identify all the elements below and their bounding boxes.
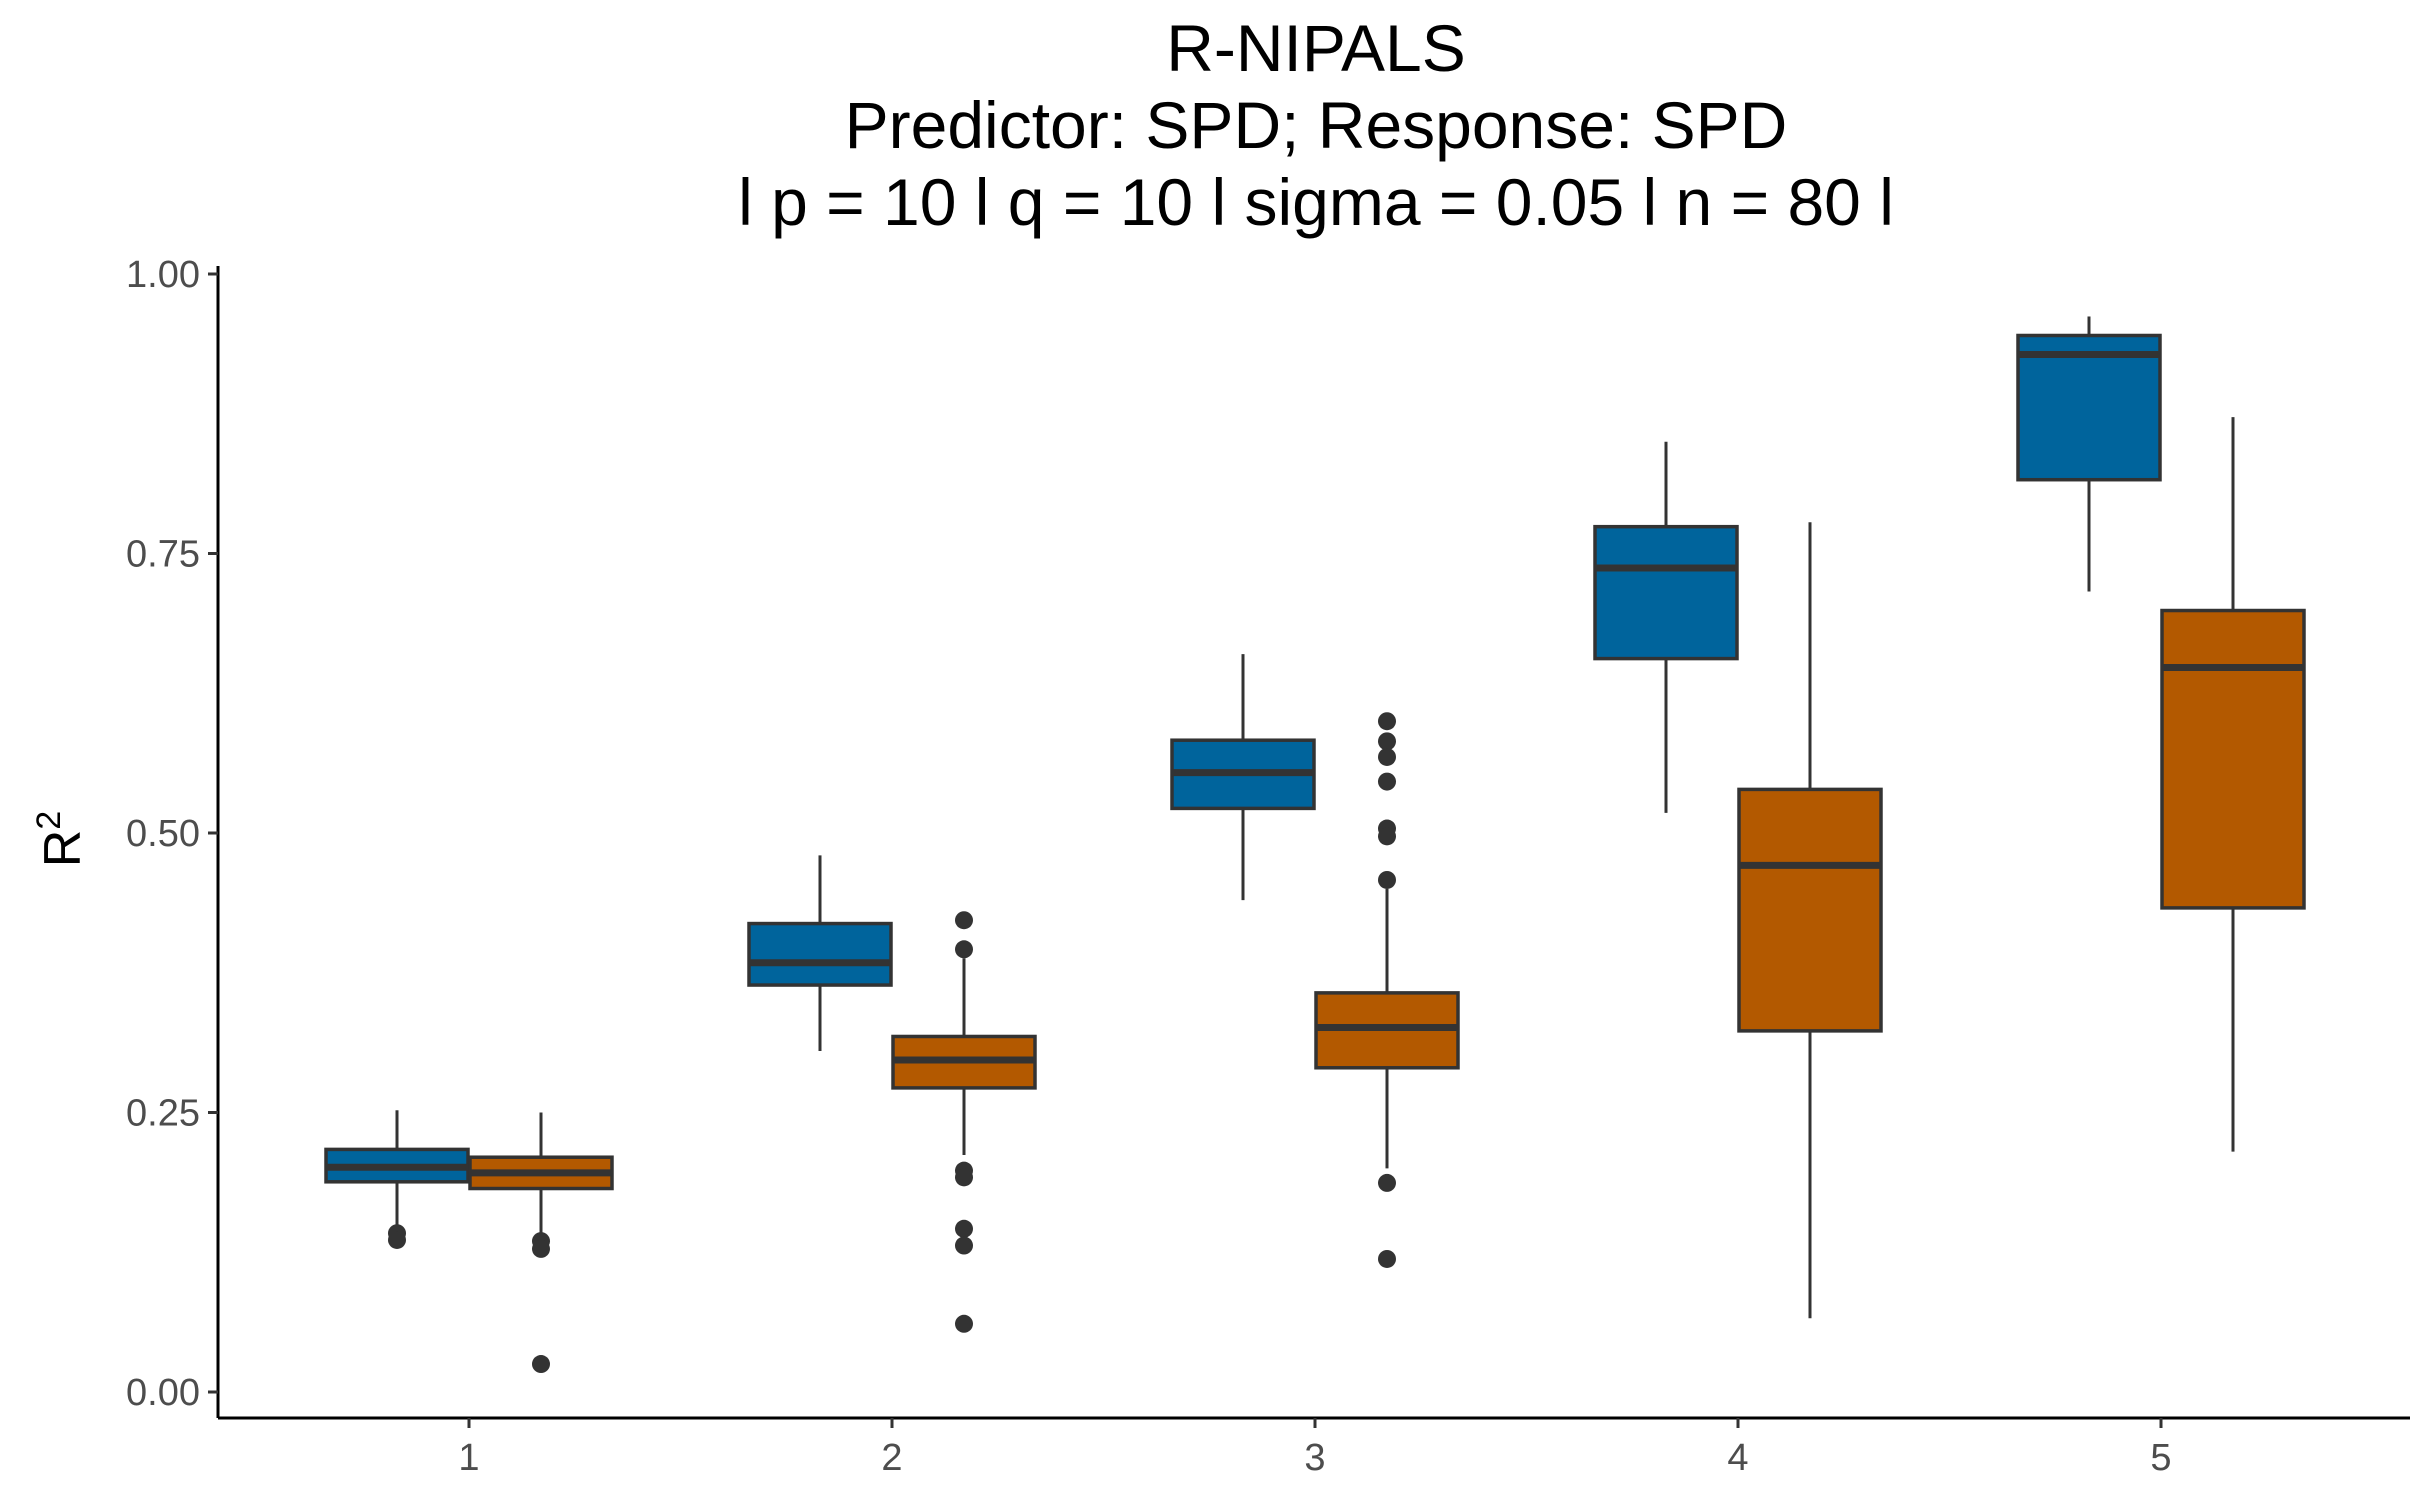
box-iqr	[747, 921, 893, 987]
box-group-series2-cat3	[1314, 712, 1460, 1268]
box-iqr	[1737, 787, 1883, 1033]
box-group-series1-cat3	[1170, 654, 1316, 901]
outlier-point	[955, 911, 973, 930]
outlier-point	[955, 940, 973, 959]
box-group-series2-cat5	[2160, 417, 2306, 1152]
chart-title-line-3: l p = 10 l q = 10 l sigma = 0.05 l n = 8…	[738, 165, 1894, 239]
y-tick-label: 1.00	[126, 254, 200, 296]
y-tick-label: 0.50	[126, 813, 200, 855]
x-tick-label: 2	[881, 1437, 902, 1479]
outlier-point	[1378, 772, 1396, 791]
outlier-point	[1378, 870, 1396, 889]
y-tick-label: 0.75	[126, 534, 200, 576]
outlier-point	[1378, 712, 1396, 731]
outlier-point	[955, 1236, 973, 1255]
outlier-point	[955, 1219, 973, 1238]
outlier-point	[532, 1355, 550, 1374]
box-iqr	[2016, 333, 2162, 482]
box-group-series2-cat4	[1737, 522, 1883, 1319]
box-group-series1-cat4	[1593, 441, 1739, 813]
box-group-series1-cat5	[2016, 316, 2162, 592]
outlier-point	[388, 1230, 406, 1249]
box-iqr	[1593, 524, 1739, 661]
outlier-point	[1378, 732, 1396, 751]
box-group-series1-cat1	[324, 1110, 470, 1249]
axes: 0.00 0.25 0.50 0.75 1.00 1 2 3 4 5	[126, 254, 2410, 1479]
chart-title-line-2: Predictor: SPD; Response: SPD	[845, 88, 1788, 162]
box-iqr	[2160, 608, 2306, 910]
plot-area	[324, 316, 2306, 1374]
outlier-point	[955, 1168, 973, 1187]
y-axis-title-text: R	[34, 830, 92, 868]
y-tick-label: 0.25	[126, 1093, 200, 1135]
x-tick-label: 3	[1304, 1437, 1325, 1479]
y-tick-label: 0.00	[126, 1372, 200, 1414]
x-tick-label: 1	[458, 1437, 479, 1479]
y-axis-title-superscript: 2	[30, 811, 68, 830]
outlier-point	[955, 1314, 973, 1333]
x-tick-label: 4	[1727, 1437, 1748, 1479]
outlier-point	[1378, 1173, 1396, 1192]
y-axis-title: R2	[30, 811, 92, 867]
box-group-series1-cat2	[747, 855, 893, 1052]
outlier-point	[1378, 827, 1396, 846]
outlier-point	[532, 1239, 550, 1258]
outlier-point	[1378, 1249, 1396, 1268]
x-tick-label: 5	[2150, 1437, 2171, 1479]
box-group-series2-cat1	[468, 1112, 614, 1374]
chart-title-line-1: R-NIPALS	[1166, 11, 1466, 85]
outlier-point	[1378, 747, 1396, 766]
box-group-series2-cat2	[891, 911, 1037, 1333]
